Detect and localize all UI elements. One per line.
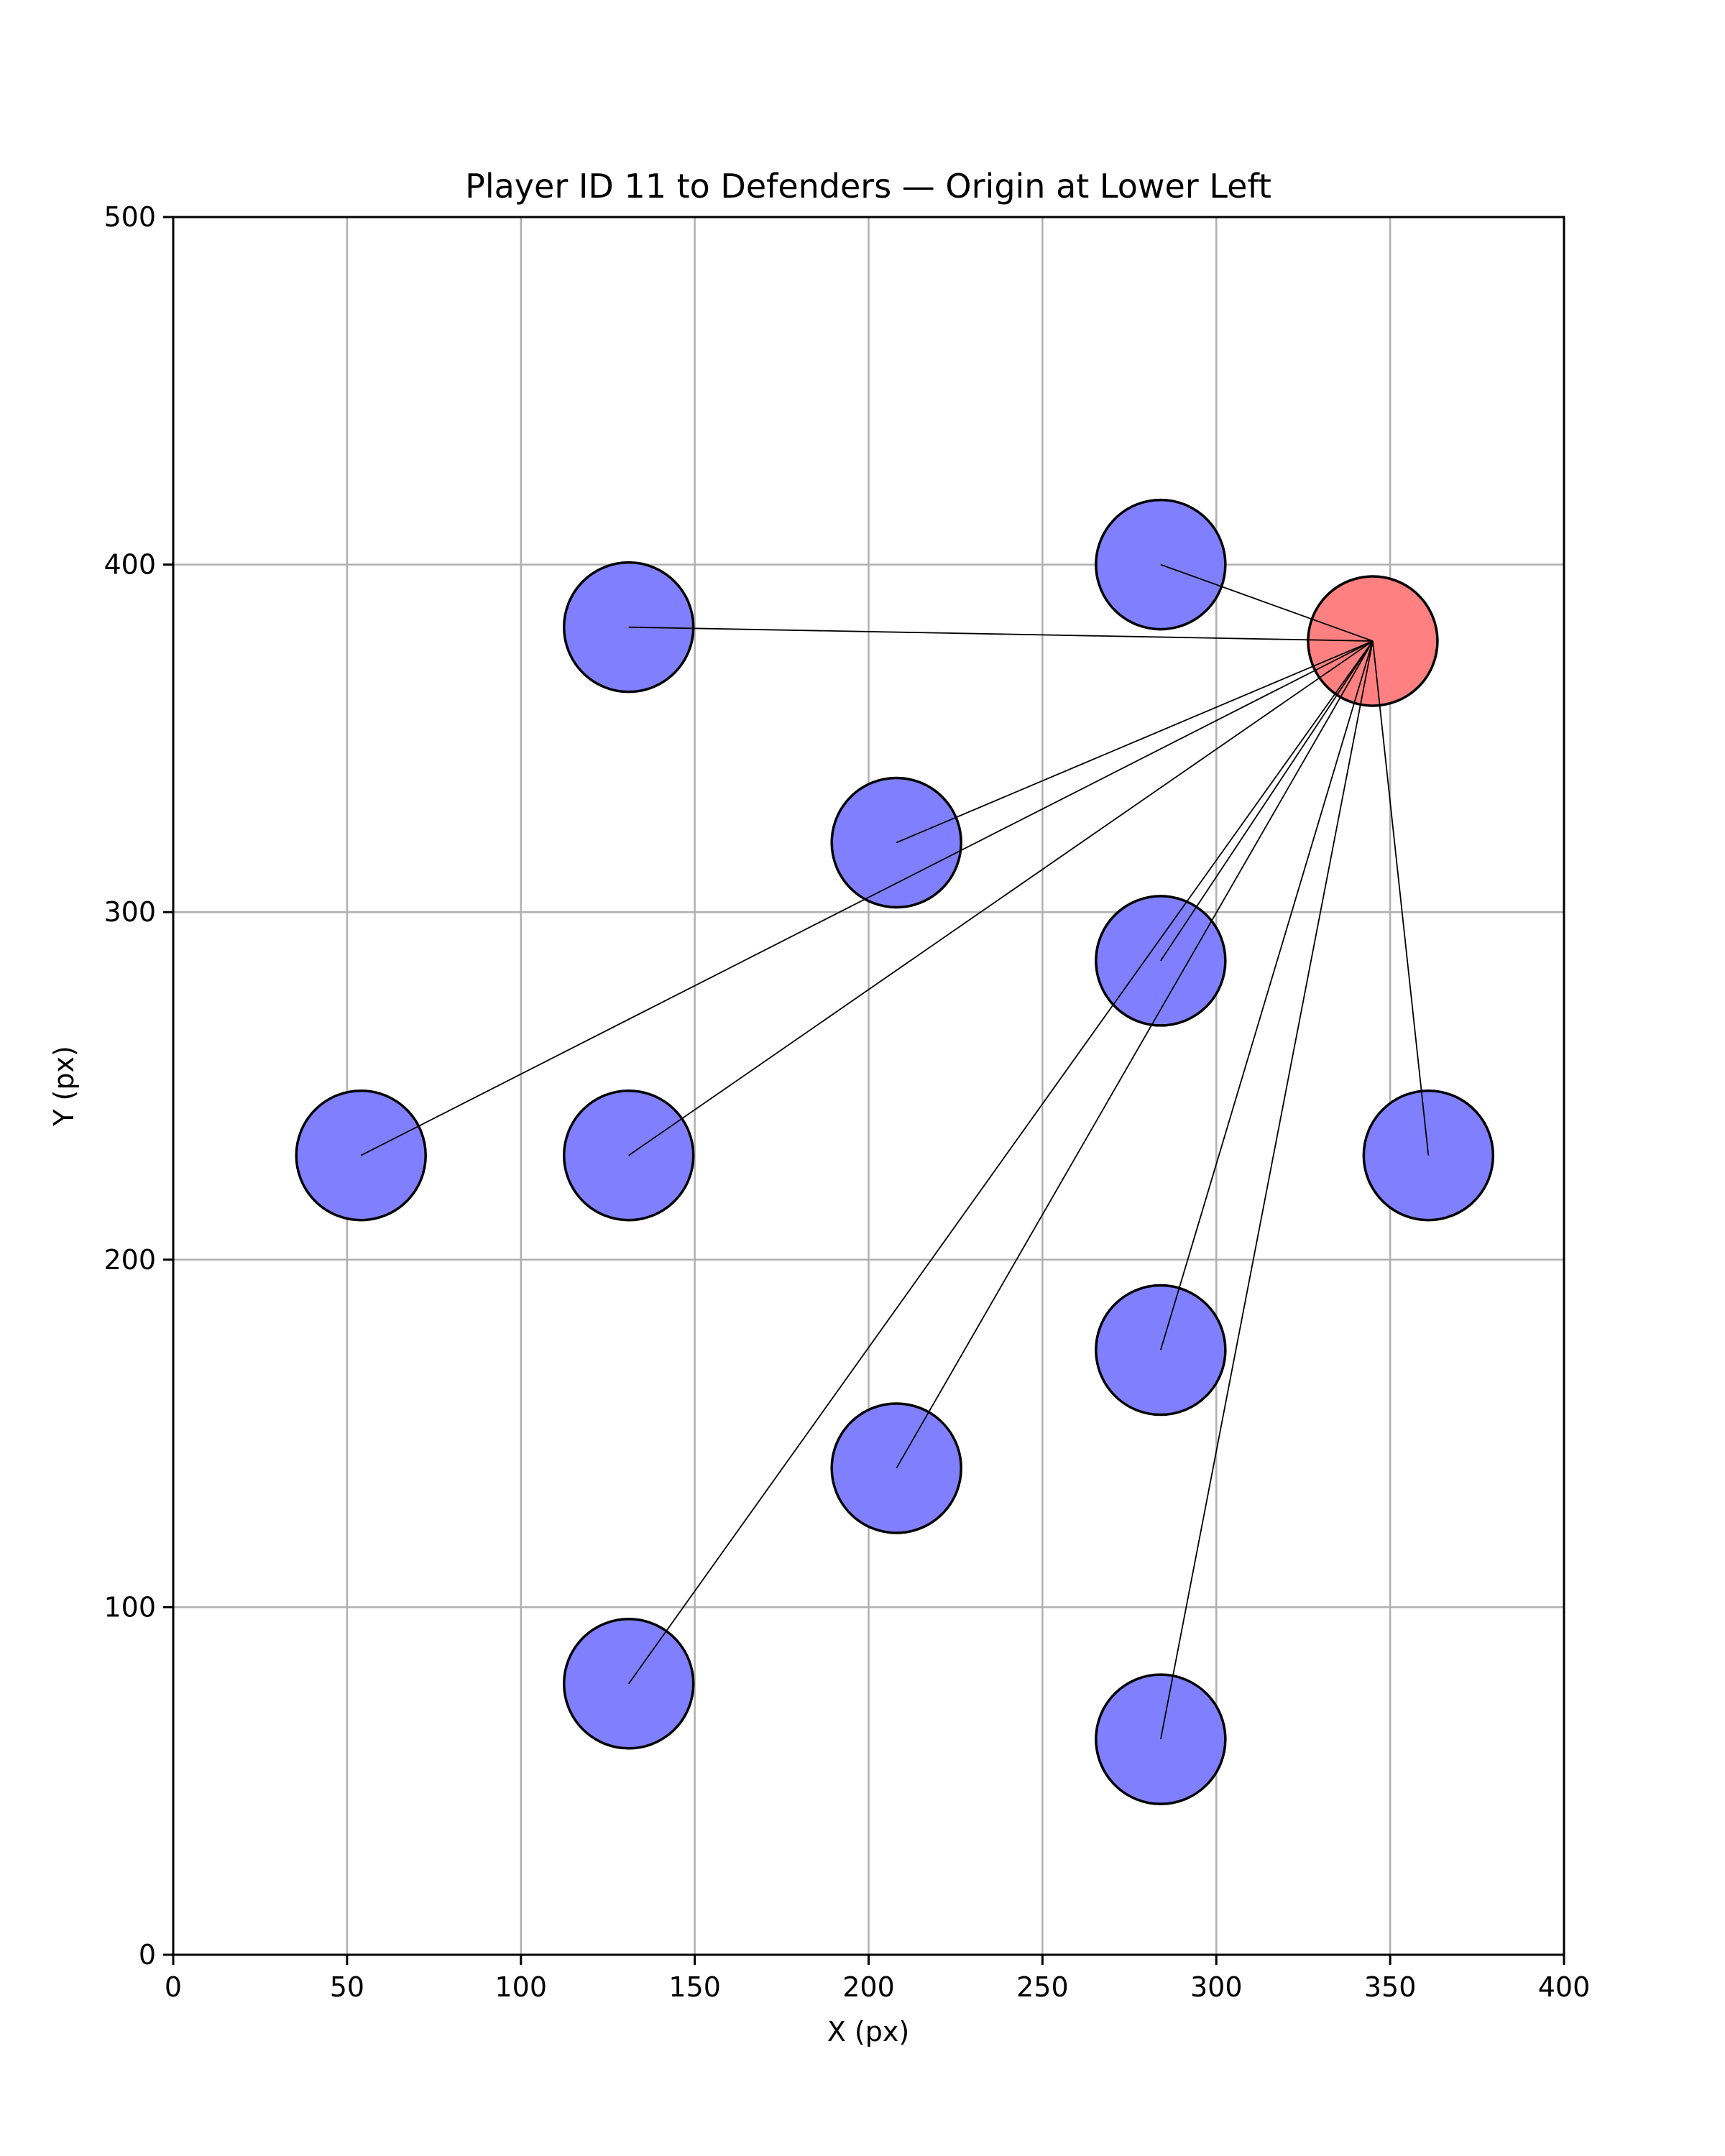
x-tick-label: 300 bbox=[1190, 1971, 1243, 2003]
y-axis-label: Y (px) bbox=[48, 1046, 80, 1127]
connection-line bbox=[627, 640, 1374, 1685]
connection-line bbox=[1160, 563, 1374, 642]
x-tick-label: 100 bbox=[494, 1971, 547, 2003]
connection-line bbox=[1372, 640, 1430, 1156]
grid bbox=[172, 216, 1565, 1956]
connection-line bbox=[360, 640, 1374, 1156]
connection-line bbox=[1160, 640, 1374, 962]
connection-lines-overlay bbox=[360, 563, 1430, 1740]
connection-line bbox=[896, 640, 1374, 844]
y-tick-label: 0 bbox=[139, 1939, 156, 1971]
x-tick-label: 0 bbox=[165, 1971, 182, 2003]
x-tick-label: 150 bbox=[668, 1971, 721, 2003]
connection-line bbox=[896, 640, 1374, 1469]
y-tick-label: 500 bbox=[104, 201, 156, 233]
connection-line bbox=[628, 626, 1373, 642]
x-tick-label: 250 bbox=[1016, 1971, 1069, 2003]
y-tick-label: 100 bbox=[104, 1591, 156, 1623]
y-tick-label: 200 bbox=[104, 1244, 156, 1276]
x-tick-label: 200 bbox=[842, 1971, 895, 2003]
x-tick-label: 400 bbox=[1538, 1971, 1591, 2003]
x-tick-label: 350 bbox=[1364, 1971, 1417, 2003]
y-tick-label: 300 bbox=[104, 896, 156, 928]
connection-line bbox=[1159, 640, 1374, 1350]
axis-ticks: 0 50 100 150 200 250 300 350 400 0 100 200 300 400 500 bbox=[104, 201, 1590, 2003]
connection-line bbox=[628, 640, 1374, 1156]
defender-marker bbox=[295, 1089, 427, 1222]
y-tick-label: 400 bbox=[104, 549, 156, 581]
connection-line bbox=[1159, 640, 1374, 1740]
chart-title: Player ID 11 to Defenders — Origin at Lo… bbox=[465, 167, 1271, 206]
x-tick-label: 50 bbox=[330, 1971, 364, 2003]
x-axis-label: X (px) bbox=[827, 2016, 909, 2047]
